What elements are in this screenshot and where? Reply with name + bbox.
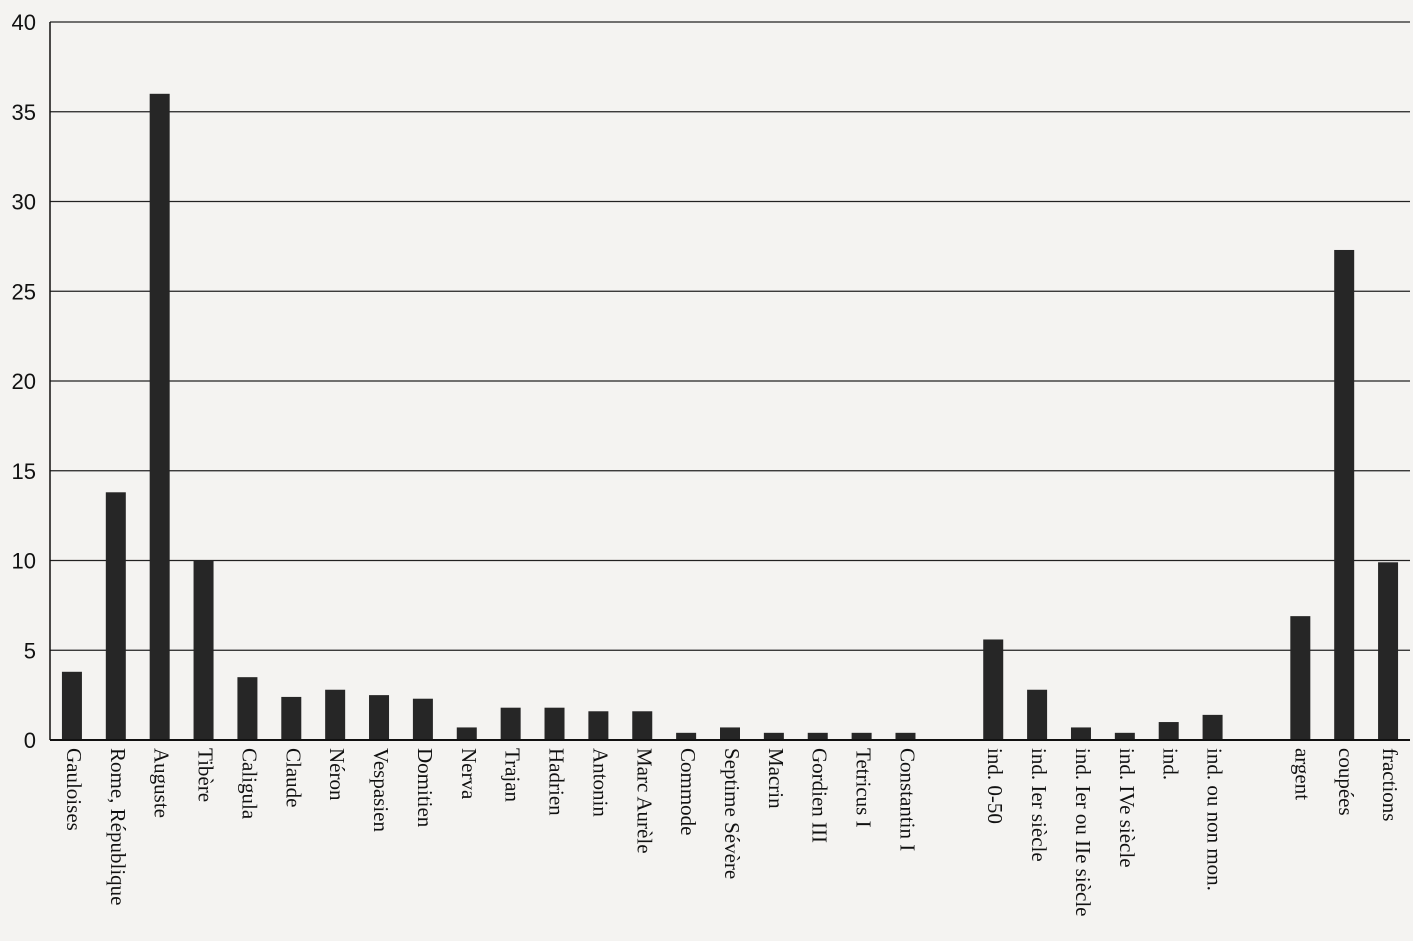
x-tick-label: fractions [1378,748,1402,821]
bar [500,707,521,740]
x-axis-ticks: Gauloises Rome, République Auguste Tibère Ca… [62,748,1402,917]
x-tick-label: Domitien [413,748,437,828]
gridlines [50,21,1410,651]
y-tick-label: 5 [24,638,36,663]
bar [544,707,565,740]
y-tick-label: 35 [12,100,36,125]
bar [807,732,828,740]
x-tick-label: Tibère [194,748,218,802]
x-tick-label: Macrin [764,748,788,809]
x-tick-label: Tetricus I [852,748,876,828]
x-tick-label: coupées [1334,748,1358,816]
bar [1027,689,1048,740]
bar [720,727,740,740]
y-tick-label: 25 [12,279,36,304]
y-tick-label: 40 [12,10,36,35]
x-tick-label: Nerva [457,748,481,800]
y-tick-label: 15 [12,459,36,484]
x-tick-label: Marc Aurèle [632,748,656,854]
x-tick-label: Commode [676,748,700,836]
bar [149,93,170,741]
bar [61,671,82,740]
y-tick-label: 0 [24,728,36,753]
bar [1070,727,1091,740]
bar [1158,722,1179,740]
x-tick-label: Constantin I [895,748,919,851]
bar [105,492,126,740]
y-tick-label: 10 [12,549,36,574]
x-tick-label: ind. Ier ou IIe siècle [1071,748,1095,917]
bar [632,711,653,740]
x-tick-label: Néron [325,748,349,801]
x-tick-label: Claude [281,748,305,807]
x-tick-label: Antonin [588,748,612,817]
x-tick-label: ind. 0-50 [983,748,1007,824]
x-tick-label: Rome, République [106,748,130,905]
bar [412,698,433,740]
bar [456,727,477,740]
x-tick-label: ind. Ier siècle [1027,748,1051,862]
x-tick-label: ind. [1159,748,1183,780]
x-tick-label: Auguste [150,748,174,818]
bar [193,560,214,740]
bar [588,711,609,740]
bar [1290,616,1311,740]
bar [895,732,916,740]
bar [763,732,784,740]
x-tick-label: Trajan [501,748,525,803]
x-tick-label: Vespasien [369,748,393,832]
bar [1202,714,1223,740]
bar [983,639,1004,740]
bar [281,696,302,740]
bar [1334,249,1355,740]
bar [676,732,697,740]
bar [325,689,346,740]
bar [1114,732,1135,740]
x-tick-label: ind. ou non mon. [1203,748,1227,891]
x-tick-label: Hadrien [545,748,569,816]
bar [369,695,390,740]
y-tick-label: 30 [12,190,36,215]
x-tick-label: Gauloises [62,748,86,831]
bar [851,732,872,740]
x-tick-label: Caligula [237,748,261,820]
x-tick-label: argent [1290,748,1314,800]
x-tick-label: Gordien III [808,748,832,843]
y-axis-ticks: 0 5 10 15 20 25 30 35 40 [12,10,36,753]
y-tick-label: 20 [12,369,36,394]
bars [61,93,1399,741]
bar [237,677,258,740]
bar [1378,562,1399,740]
x-tick-label: ind. IVe siècle [1115,748,1139,868]
x-tick-label: Septime Sévère [720,748,744,879]
